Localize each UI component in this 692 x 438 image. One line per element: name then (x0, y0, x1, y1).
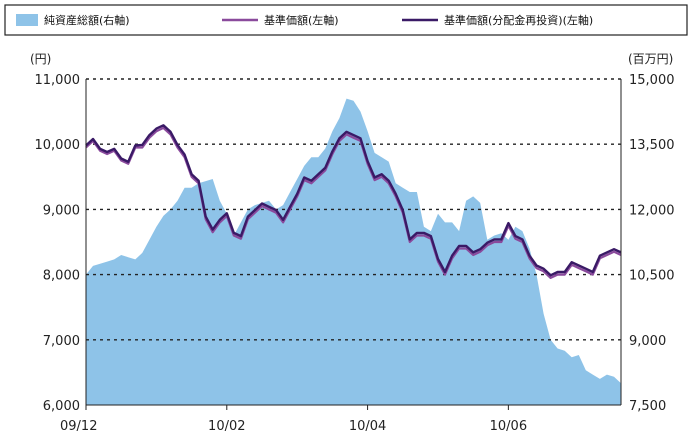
left-tick-label: 11,000 (35, 73, 81, 88)
x-tick-label: 09/12 (60, 419, 97, 434)
nav-area-layer (86, 98, 621, 405)
left-tick-label: 9,000 (43, 203, 80, 218)
left-axis-unit: (円) (30, 52, 51, 66)
series-line-base-price-reinvest (85, 124, 622, 277)
right-axis-unit: (百万円) (628, 52, 673, 66)
x-tick-label: 10/04 (349, 419, 386, 434)
left-tick-label: 10,000 (35, 138, 81, 153)
right-tick-label: 9,000 (629, 334, 666, 349)
legend-swatch-nav (16, 14, 38, 26)
x-tick-label: 10/02 (208, 419, 245, 434)
right-tick-label: 10,500 (629, 269, 675, 284)
left-tick-label: 7,000 (43, 334, 80, 349)
price-lines (85, 124, 622, 279)
legend-label-nav: 純資産総額(右軸) (44, 13, 130, 27)
right-tick-label: 12,000 (629, 203, 675, 218)
x-tick-label: 10/06 (490, 419, 527, 434)
right-tick-label: 7,500 (629, 399, 666, 414)
axes (85, 79, 622, 406)
left-tick-label: 6,000 (43, 399, 80, 414)
legend: 純資産総額(右軸) 基準価額(左軸) 基準価額(分配金再投資)(左軸) (4, 4, 688, 36)
right-tick-label: 13,500 (629, 138, 675, 153)
series-line-base-price (85, 126, 622, 279)
right-tick-label: 15,000 (629, 73, 675, 88)
tick-labels: 6,000 7,000 8,000 9,000 10,000 11,000 7,500 9,0… (35, 73, 675, 434)
legend-frame (4, 4, 688, 36)
legend-label-base-price: 基準価額(左軸) (264, 13, 339, 27)
series-area-nav (86, 98, 621, 405)
legend-label-base-price-reinvest: 基準価額(分配金再投資)(左軸) (444, 13, 593, 27)
gridlines (86, 78, 621, 341)
left-tick-label: 8,000 (43, 269, 80, 284)
